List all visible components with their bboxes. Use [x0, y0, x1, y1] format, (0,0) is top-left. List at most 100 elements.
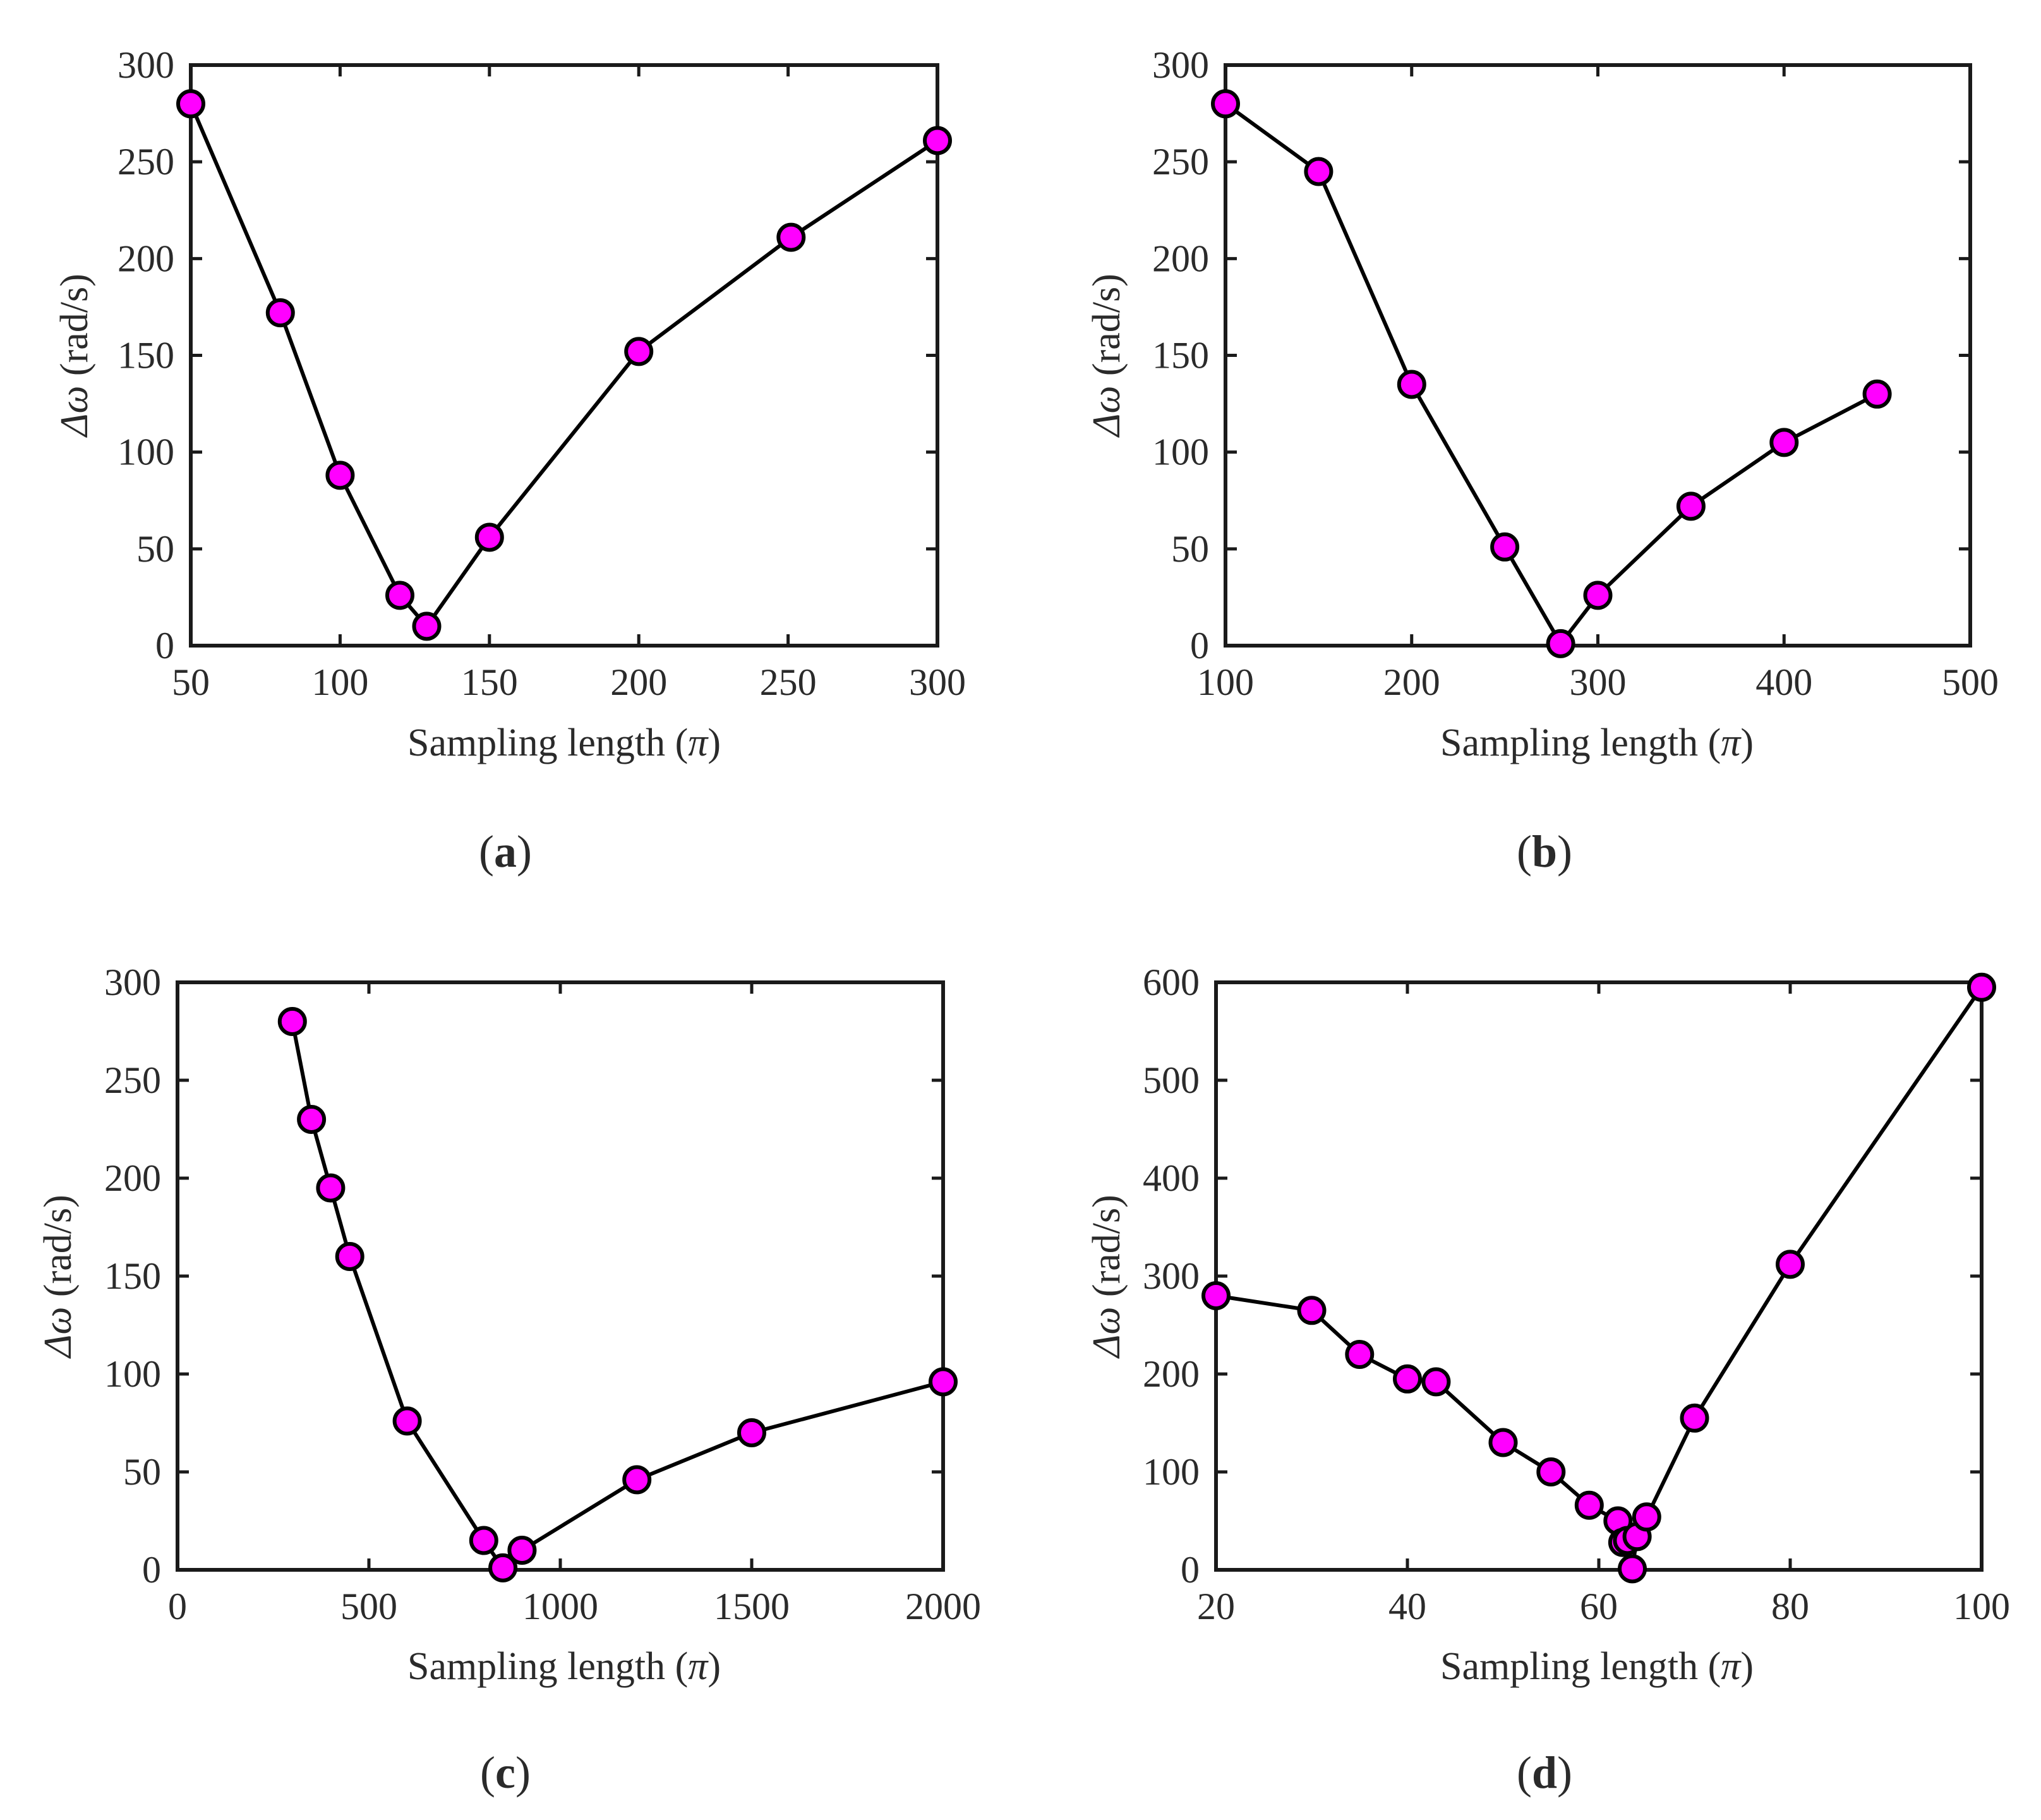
x-tick-label-c: 1000 — [522, 1586, 598, 1627]
data-point-d — [1618, 1554, 1647, 1584]
x-tick-label-b: 300 — [1570, 661, 1627, 703]
data-point-b — [1676, 491, 1706, 521]
x-tick-label-c: 0 — [168, 1586, 187, 1627]
y-tick-label-b: 50 — [1171, 528, 1209, 570]
data-point-d — [1776, 1250, 1805, 1279]
y-tick-label-b: 150 — [1152, 335, 1209, 377]
y-tick-label-b: 250 — [1152, 141, 1209, 183]
y-axis-label-d: Δω (rad/s) — [1085, 1195, 1128, 1359]
y-tick-label-c: 200 — [104, 1157, 161, 1199]
y-tick-label-d: 400 — [1143, 1157, 1200, 1199]
x-tick-label-a: 50 — [172, 661, 210, 703]
y-tick-label-d: 300 — [1143, 1255, 1200, 1297]
data-point-b — [1769, 428, 1799, 457]
x-tick-label-b: 200 — [1383, 661, 1440, 703]
y-tick-label-a: 50 — [136, 528, 174, 570]
data-point-d — [1421, 1367, 1451, 1397]
data-point-c — [488, 1553, 518, 1582]
y-tick-label-d: 200 — [1143, 1353, 1200, 1395]
y-tick-label-c: 300 — [104, 961, 161, 1003]
x-tick-label-a: 300 — [909, 661, 966, 703]
plot-c: 0 500 1000 1500 2000 0 50 100 150 200 250 300 — [104, 961, 981, 1627]
data-point-b — [1490, 532, 1520, 562]
data-point-d — [1680, 1403, 1709, 1433]
y-tick-label-b: 200 — [1152, 238, 1209, 279]
data-point-c — [622, 1465, 652, 1495]
panel-label-b: (b) — [1517, 826, 1572, 877]
x-tick-label-b: 100 — [1197, 661, 1254, 703]
data-point-a — [265, 298, 295, 328]
panel-label-d: (d) — [1517, 1747, 1572, 1798]
data-point-c — [737, 1418, 766, 1447]
x-axis-label-a: Sampling length (π) — [407, 721, 721, 764]
y-tick-label-c: 50 — [123, 1451, 161, 1493]
y-axis-label-c: Δω (rad/s) — [37, 1195, 80, 1359]
y-tick-label-d: 600 — [1143, 961, 1200, 1003]
data-point-c — [277, 1007, 307, 1036]
data-point-d — [1632, 1502, 1661, 1532]
x-tick-label-b: 400 — [1755, 661, 1812, 703]
data-point-d — [1297, 1296, 1327, 1325]
data-point-d — [1393, 1364, 1422, 1394]
plot-frame-c — [176, 980, 945, 1572]
x-axis-label-b: Sampling length (π) — [1440, 721, 1754, 764]
data-point-c — [469, 1526, 498, 1555]
data-point-a — [412, 612, 442, 641]
data-point-a — [385, 581, 414, 610]
y-tick-label-c: 0 — [142, 1549, 161, 1591]
y-tick-label-d: 100 — [1143, 1451, 1200, 1493]
x-tick-label-c: 1500 — [714, 1586, 790, 1627]
x-tick-label-a: 150 — [461, 661, 518, 703]
data-point-d — [1488, 1428, 1518, 1457]
data-point-c — [297, 1105, 327, 1134]
y-tick-label-d: 500 — [1143, 1059, 1200, 1101]
data-point-b — [1583, 581, 1613, 610]
data-point-a — [923, 126, 952, 155]
panel-c: 0 500 1000 1500 2000 0 50 100 150 200 250 300 Sampl… — [37, 961, 981, 1798]
data-point-a — [474, 522, 504, 552]
data-point-c — [507, 1536, 537, 1565]
panel-b: 100 200 300 400 500 0 50 100 150 200 250 300 Sampli… — [1085, 44, 1999, 877]
data-point-a — [176, 89, 205, 119]
plot-frame-a — [189, 63, 939, 648]
data-point-b — [1546, 629, 1575, 658]
data-point-c — [392, 1406, 422, 1436]
x-tick-label-d: 100 — [1953, 1586, 2010, 1627]
x-axis-label-c: Sampling length (π) — [407, 1645, 721, 1688]
data-point-a — [325, 461, 355, 490]
y-tick-label-b: 300 — [1152, 44, 1209, 86]
data-point-a — [776, 222, 806, 252]
data-point-d — [1574, 1490, 1604, 1520]
y-tick-label-a: 200 — [117, 238, 174, 279]
y-tick-label-b: 0 — [1190, 625, 1209, 666]
data-point-d — [1536, 1457, 1566, 1486]
x-tick-label-d: 40 — [1388, 1586, 1426, 1627]
data-point-c — [316, 1173, 346, 1203]
y-tick-label-c: 250 — [104, 1059, 161, 1101]
y-tick-label-a: 100 — [117, 431, 174, 473]
y-tick-label-c: 100 — [104, 1353, 161, 1395]
x-tick-label-c: 2000 — [905, 1586, 981, 1627]
plot-d: 20 40 60 80 100 0 100 200 300 400 500 600 — [1143, 961, 2010, 1627]
data-point-b — [1211, 89, 1240, 119]
x-tick-label-a: 250 — [760, 661, 817, 703]
y-tick-label-b: 100 — [1152, 431, 1209, 473]
x-tick-label-c: 500 — [340, 1586, 397, 1627]
y-tick-label-a: 250 — [117, 141, 174, 183]
data-point-b — [1862, 379, 1892, 409]
panel-d: 20 40 60 80 100 0 100 200 300 400 500 600 Sampling … — [1085, 961, 2010, 1798]
x-tick-label-a: 200 — [610, 661, 667, 703]
x-tick-label-d: 80 — [1771, 1586, 1809, 1627]
panel-label-c: (c) — [480, 1747, 531, 1798]
data-point-d — [1201, 1281, 1231, 1310]
plot-frame-d — [1214, 980, 1984, 1572]
panel-label-a: (a) — [479, 826, 532, 877]
plot-b: 100 200 300 400 500 0 50 100 150 200 250 300 — [1152, 44, 1999, 703]
data-point-a — [624, 337, 654, 366]
x-tick-label-d: 60 — [1580, 1586, 1618, 1627]
data-point-c — [335, 1242, 364, 1271]
x-tick-label-d: 20 — [1197, 1586, 1235, 1627]
